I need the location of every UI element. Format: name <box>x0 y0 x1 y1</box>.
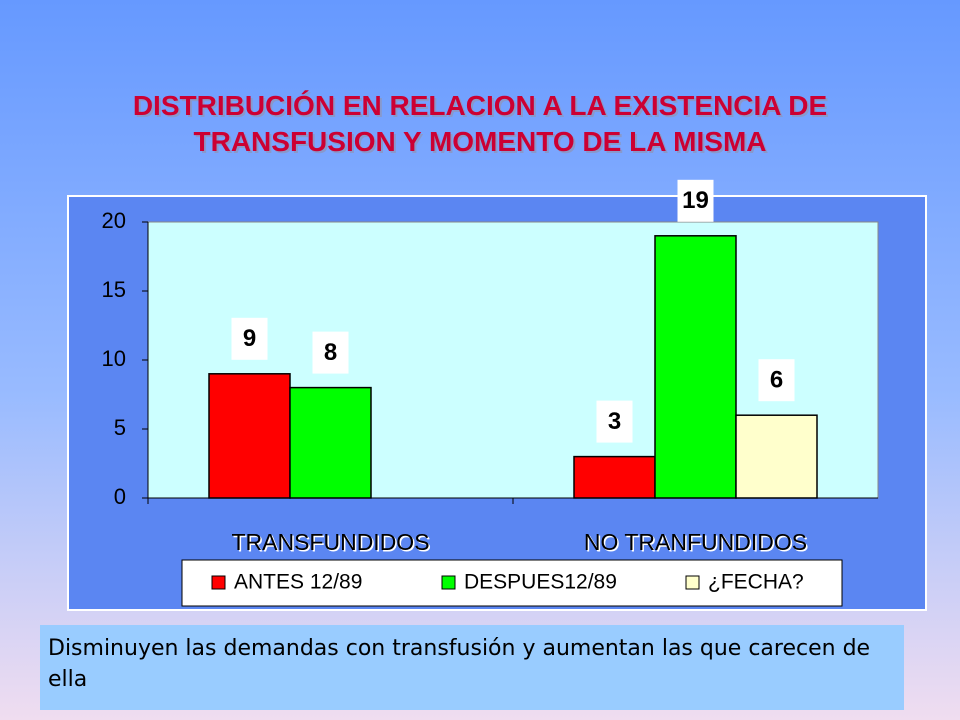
chart-title: DISTRIBUCIÓN EN RELACION A LA EXISTENCIA… <box>132 90 828 157</box>
y-tick-label: 0 <box>114 484 126 509</box>
y-tick-label: 5 <box>114 415 126 440</box>
x-tick-label: NO TRANFUNDIDOS <box>584 529 807 555</box>
legend-swatch <box>685 575 700 590</box>
legend-label: DESPUES12/89 <box>464 571 617 594</box>
y-tick-label: 10 <box>102 346 126 371</box>
y-tick-label: 20 <box>102 208 126 233</box>
value-label-bg <box>596 400 633 443</box>
value-label-bg <box>758 359 795 402</box>
bar <box>208 373 291 499</box>
bar <box>654 235 737 499</box>
value-label-bg <box>231 317 268 360</box>
value-label: 19 <box>682 187 709 214</box>
caption: Disminuyen las demandas con transfusión … <box>40 625 904 710</box>
x-tick-label-shadow: TRANSFUNDIDOS <box>233 531 431 557</box>
x-tick-label: TRANSFUNDIDOS <box>231 529 429 555</box>
legend-swatch <box>441 575 456 590</box>
value-label-bg <box>677 179 714 222</box>
value-label: 8 <box>324 339 337 366</box>
value-label: 3 <box>608 408 621 435</box>
legend-swatch <box>211 575 226 590</box>
y-tick-label: 15 <box>102 277 126 302</box>
bar <box>735 414 818 499</box>
value-label-bg <box>312 331 349 374</box>
legend-label: ¿FECHA? <box>708 571 804 594</box>
value-label: 9 <box>243 325 256 352</box>
value-label: 6 <box>770 367 783 394</box>
legend <box>181 559 843 607</box>
bar <box>573 455 656 499</box>
legend-label: ANTES 12/89 <box>234 571 362 594</box>
x-tick-label-shadow: NO TRANFUNDIDOS <box>585 531 808 557</box>
bar <box>289 386 372 499</box>
